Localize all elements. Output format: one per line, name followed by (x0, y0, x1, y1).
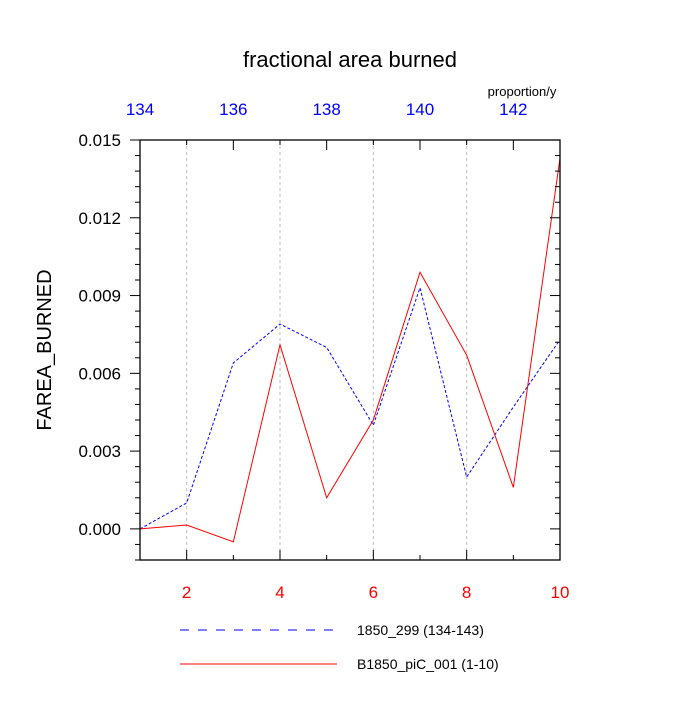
series-lines (139, 158, 561, 543)
x-axis-tick-label: 8 (462, 583, 471, 602)
top-axis-tick-label: 142 (499, 100, 527, 119)
top-axis-tick-label: 138 (312, 100, 340, 119)
top-axis-tick-label: 134 (126, 100, 154, 119)
top-axis-tick-label: 140 (406, 100, 434, 119)
series-line-2 (139, 158, 561, 543)
units-label: proportion/y (488, 84, 557, 99)
y-axis-tick-label: 0.009 (78, 287, 121, 306)
legend-label-1: 1850_299 (134-143) (357, 622, 484, 638)
x-axis-tick-label: 6 (369, 583, 378, 602)
top-axis-tick-label: 136 (219, 100, 247, 119)
series-line-1 (139, 286, 561, 530)
x-axis-tick-label: 4 (275, 583, 284, 602)
legend-label-2: B1850_piC_001 (1-10) (357, 656, 499, 672)
x-axis-tick-label: 10 (551, 583, 570, 602)
y-axis-tick-label: 0.003 (78, 442, 121, 461)
y-axis-tick-label: 0.000 (78, 520, 121, 539)
chart-title: fractional area burned (243, 47, 457, 72)
y-axis-tick-label: 0.006 (78, 364, 121, 383)
x-axis-tick-label: 2 (182, 583, 191, 602)
y-axis-title: FAREA_BURNED (34, 269, 56, 430)
grid-lines (186, 140, 468, 560)
plot-frame (139, 139, 561, 561)
axes: 2 4 6 8 10 134 136 138 140 142 0.000 0.003 0.006 0.00… (78, 100, 569, 602)
y-axis-tick-label: 0.012 (78, 209, 121, 228)
y-axis-tick-label: 0.015 (78, 131, 121, 150)
legend: 1850_299 (134-143) B1850_piC_001 (1-10) (180, 622, 499, 672)
